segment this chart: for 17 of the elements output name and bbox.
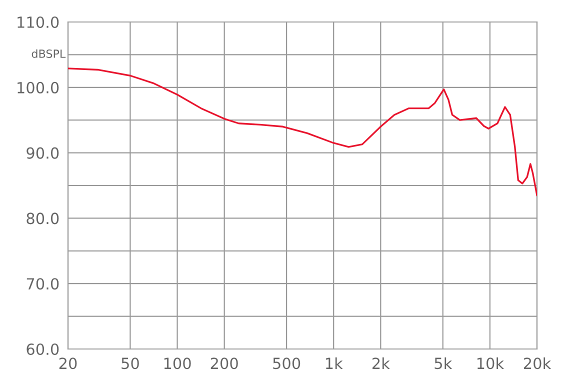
x-tick-label: 500 xyxy=(273,358,300,370)
y-tick-label: 70.0 xyxy=(26,278,59,290)
x-tick-label: 200 xyxy=(210,358,238,370)
x-tick-label: 100 xyxy=(164,358,191,370)
y-axis-title: dBSPL xyxy=(32,49,66,58)
y-tick-label: 80.0 xyxy=(26,212,59,224)
y-tick-label: 90.0 xyxy=(26,147,59,159)
y-tick-label: 110.0 xyxy=(18,16,59,28)
x-tick-label: 2k xyxy=(372,357,390,369)
y-tick-label: 60.0 xyxy=(26,343,59,356)
y-tick-label: 100.0 xyxy=(18,82,59,94)
x-tick-label: 50 xyxy=(122,358,139,370)
x-tick-label: 10k xyxy=(477,357,504,370)
x-tick-label: 20 xyxy=(59,358,77,370)
x-tick-label: 1k xyxy=(326,357,343,369)
x-tick-label: 5k xyxy=(434,357,452,370)
x-tick-label: 20k xyxy=(524,357,552,370)
